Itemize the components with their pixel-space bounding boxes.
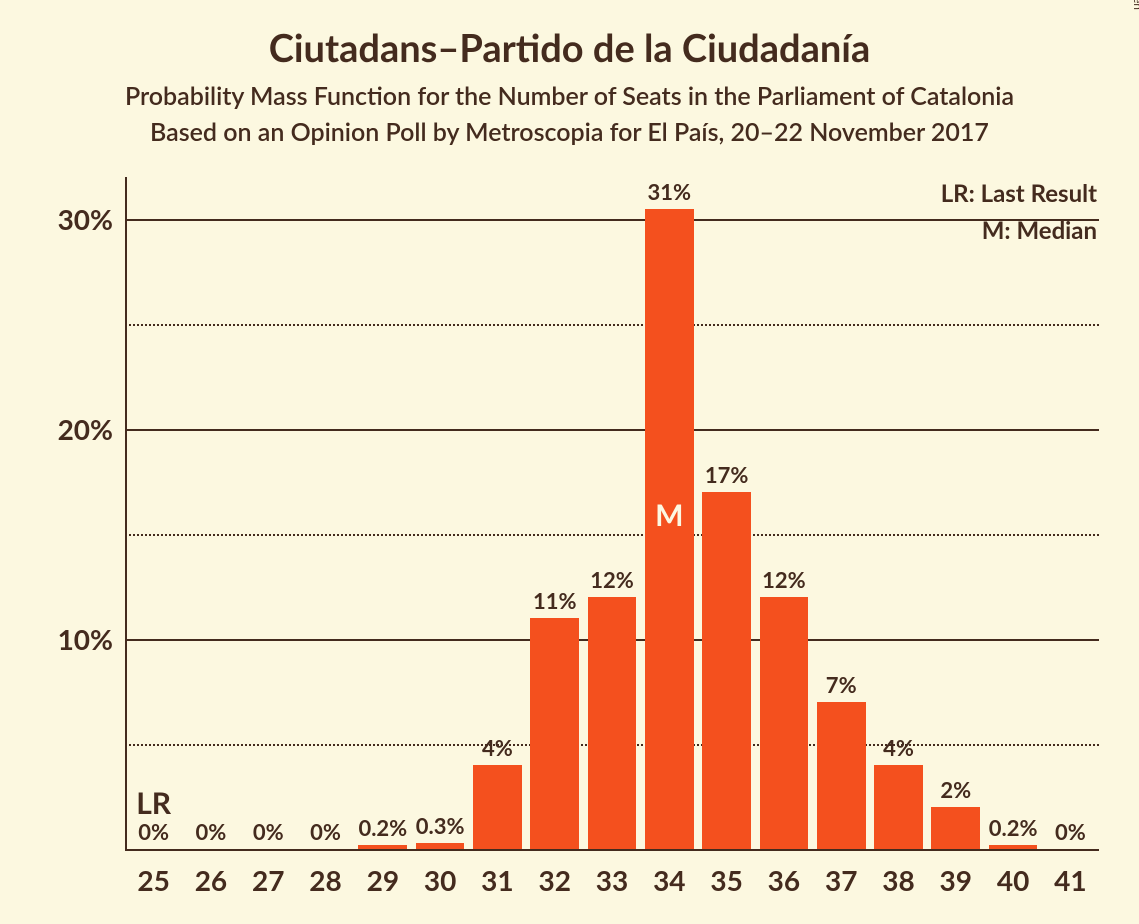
bar-slot: 0%28 [297, 177, 354, 849]
x-tick-label: 41 [1054, 849, 1086, 897]
bar-value-label: 7% [826, 671, 857, 702]
x-tick-label: 25 [137, 849, 169, 897]
bar-slot: 2%39 [927, 177, 984, 849]
x-tick-label: 31 [481, 849, 513, 897]
bar-value-label: 4% [883, 734, 914, 765]
bar-value-label: 0% [138, 818, 169, 849]
x-tick-label: 34 [653, 849, 685, 897]
bar-value-label: 0% [310, 818, 341, 849]
x-tick-label: 27 [252, 849, 284, 897]
y-tick-label: 30% [58, 202, 125, 236]
bar-slot: 0.2%40 [984, 177, 1041, 849]
title-block: Ciutadans–Partido de la Ciudadanía Proba… [40, 25, 1099, 147]
bar-value-label: 31% [648, 178, 692, 209]
lr-marker: LR [136, 785, 171, 821]
chart-subtitle-1: Probability Mass Function for the Number… [40, 81, 1099, 111]
x-tick-label: 32 [538, 849, 570, 897]
bar: 7% [817, 702, 866, 849]
bar-value-label: 4% [482, 734, 513, 765]
bar-slot: 4%38 [870, 177, 927, 849]
bars-row: 0%25LR0%260%270%280.2%290.3%304%3111%321… [125, 177, 1099, 849]
bar-slot: 0%26 [182, 177, 239, 849]
bar-value-label: 11% [533, 587, 577, 618]
bar-slot: 31%M34 [641, 177, 698, 849]
x-tick-label: 35 [710, 849, 742, 897]
bar-value-label: 0.3% [416, 812, 465, 843]
bar: 4% [473, 765, 522, 849]
bar-slot: 0%41 [1042, 177, 1099, 849]
chart-subtitle-2: Based on an Opinion Poll by Metroscopia … [40, 117, 1099, 147]
chart-container: Ciutadans–Partido de la Ciudadanía Proba… [0, 0, 1139, 924]
bar-value-label: 2% [940, 776, 971, 807]
median-marker: M [655, 497, 683, 533]
y-tick-label: 10% [58, 622, 125, 656]
x-tick-label: 40 [997, 849, 1029, 897]
x-tick-label: 37 [825, 849, 857, 897]
bar-slot: 17%35 [698, 177, 755, 849]
x-tick-label: 29 [367, 849, 399, 897]
bar-slot: 0.2%29 [354, 177, 411, 849]
bar-value-label: 17% [705, 461, 749, 492]
bar: 17% [702, 492, 751, 849]
plot-area: 0%25LR0%260%270%280.2%290.3%304%3111%321… [125, 177, 1099, 849]
bar-slot: 12%33 [583, 177, 640, 849]
x-tick-label: 36 [768, 849, 800, 897]
bar-value-label: 0.2% [989, 814, 1038, 845]
legend-m: M: Median [941, 216, 1097, 245]
legend-lr: LR: Last Result [941, 179, 1097, 208]
bar: 11% [530, 618, 579, 849]
bar-slot: 0.3%30 [411, 177, 468, 849]
bar-value-label: 0% [1055, 818, 1086, 849]
bar: 2% [931, 807, 980, 849]
bar: 31%M [645, 209, 694, 850]
bar-value-label: 0% [253, 818, 284, 849]
copyright: © 2017 Filip van Laenen [1131, 0, 1139, 10]
bar-slot: 12%36 [755, 177, 812, 849]
chart-title: Ciutadans–Partido de la Ciudadanía [40, 25, 1099, 71]
bar: 12% [588, 597, 637, 849]
x-tick-label: 30 [424, 849, 456, 897]
x-tick-label: 28 [309, 849, 341, 897]
bar-slot: 11%32 [526, 177, 583, 849]
bar: 12% [760, 597, 809, 849]
bar: 4% [874, 765, 923, 849]
legend: LR: Last Result M: Median [941, 179, 1097, 245]
bar-slot: 7%37 [813, 177, 870, 849]
bar-slot: 4%31 [469, 177, 526, 849]
bar-value-label: 0% [196, 818, 227, 849]
bar-value-label: 0.2% [358, 814, 407, 845]
x-tick-label: 33 [596, 849, 628, 897]
y-tick-label: 20% [58, 412, 125, 446]
x-tick-label: 26 [195, 849, 227, 897]
x-tick-label: 38 [882, 849, 914, 897]
bar-slot: 0%27 [240, 177, 297, 849]
bar-value-label: 12% [762, 566, 806, 597]
bar-value-label: 12% [590, 566, 634, 597]
bar-slot: 0%25LR [125, 177, 182, 849]
x-tick-label: 39 [940, 849, 972, 897]
